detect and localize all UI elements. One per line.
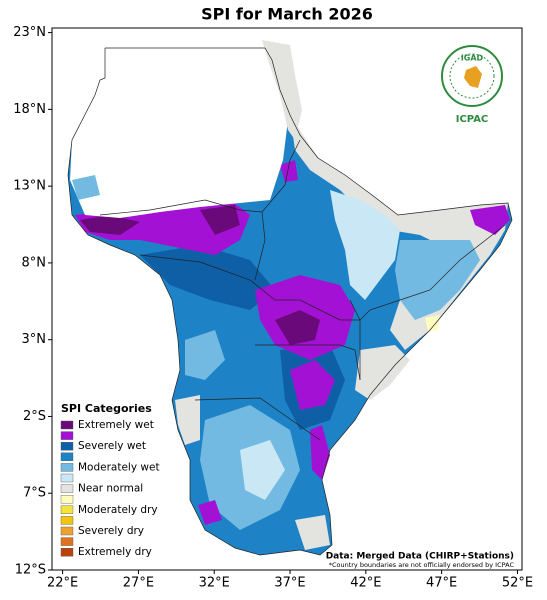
map-area bbox=[67, 40, 513, 556]
legend-swatch bbox=[60, 495, 74, 504]
boundary bbox=[194, 397, 321, 441]
logo: IGAD ICPAC bbox=[441, 45, 503, 125]
legend-label: Severely wet bbox=[78, 440, 146, 452]
y-tick-label: 3°N bbox=[22, 332, 47, 347]
x-tick-label: 37°E bbox=[274, 576, 305, 591]
x-tick-label: 32°E bbox=[199, 576, 230, 591]
x-tick-label: 52°E bbox=[502, 576, 533, 591]
boundary bbox=[67, 47, 513, 556]
y-tick-label: 13°N bbox=[13, 179, 46, 194]
severe-wet-area bbox=[310, 425, 330, 480]
extreme-wet-area bbox=[80, 215, 140, 235]
boundary bbox=[99, 139, 301, 216]
legend-label: Near normal bbox=[78, 483, 143, 495]
boundary bbox=[139, 254, 360, 321]
legend-label: Moderately wet bbox=[78, 461, 160, 473]
severe-wet-area bbox=[198, 500, 222, 525]
legend-swatch bbox=[60, 537, 74, 546]
dark-blue-area bbox=[140, 245, 275, 310]
x-tick-label: 27°E bbox=[123, 576, 154, 591]
legend-title: SPI Categories bbox=[61, 402, 152, 415]
boundary bbox=[359, 224, 506, 321]
legend-label: Moderately dry bbox=[78, 504, 158, 516]
logo-wreath bbox=[449, 53, 495, 99]
severe-wet-area bbox=[290, 360, 335, 410]
severe-wet-area bbox=[280, 160, 298, 182]
y-tick-label: 12°S bbox=[15, 563, 46, 578]
y-tick-label: 23°N bbox=[13, 25, 46, 40]
severe-wet-area bbox=[470, 205, 510, 235]
axes: 22°E 27°E 32°E 37°E 42°E 47°E 52°E 23°N 18°N 13°N… bbox=[13, 25, 533, 590]
legend-swatch bbox=[60, 463, 74, 472]
legend-swatch bbox=[60, 431, 74, 440]
legend-label: Extremely dry bbox=[78, 546, 152, 558]
legend-swatch bbox=[60, 526, 74, 536]
moderate-wet-area bbox=[395, 240, 480, 320]
data-source: Data: Merged Data (CHIRP+Stations) bbox=[326, 552, 514, 562]
map-frame bbox=[51, 27, 523, 571]
light-area bbox=[240, 440, 285, 500]
legend-label: Extremely wet bbox=[78, 419, 154, 431]
moderate-wet-area bbox=[185, 330, 225, 380]
map-title: SPI for March 2026 bbox=[201, 5, 373, 24]
legend: Extremely wet Severely wet Moderately wet N… bbox=[60, 419, 160, 558]
moderate-dry-area bbox=[425, 315, 440, 332]
legend-swatch bbox=[60, 548, 74, 557]
logo-map bbox=[464, 66, 482, 88]
legend-swatch bbox=[60, 473, 74, 483]
y-tick-label: 2°S bbox=[23, 409, 46, 424]
light-area bbox=[330, 190, 400, 300]
y-tick-label: 18°N bbox=[13, 102, 46, 117]
logo-org: ICPAC bbox=[456, 114, 489, 125]
legend-swatch bbox=[60, 516, 74, 525]
boundary bbox=[254, 211, 266, 281]
legend-swatch bbox=[60, 420, 74, 430]
y-tick-label: 8°N bbox=[22, 255, 47, 270]
legend-swatch bbox=[60, 452, 74, 461]
boundary bbox=[255, 344, 361, 381]
near-normal-area bbox=[355, 345, 410, 400]
logo-name: IGAD bbox=[461, 54, 484, 63]
x-tick-label: 47°E bbox=[426, 576, 457, 591]
moderate-wet-area bbox=[72, 175, 100, 200]
near-normal-area bbox=[295, 515, 330, 550]
x-tick-label: 42°E bbox=[350, 576, 381, 591]
dry-north bbox=[70, 48, 288, 218]
x-tick-label: 22°E bbox=[47, 576, 78, 591]
near-normal-area bbox=[175, 395, 200, 445]
y-tick-label: 7°S bbox=[23, 486, 46, 501]
extreme-wet-area bbox=[275, 310, 320, 345]
boundary bbox=[349, 299, 361, 380]
legend-swatch bbox=[60, 442, 74, 451]
extreme-wet-area bbox=[200, 205, 240, 235]
near-normal-area bbox=[262, 40, 302, 140]
legend-label: Severely dry bbox=[78, 525, 144, 537]
legend-swatch bbox=[60, 484, 74, 493]
disclaimer: *Country boundaries are not officially e… bbox=[329, 561, 515, 569]
legend-swatch bbox=[60, 505, 74, 514]
